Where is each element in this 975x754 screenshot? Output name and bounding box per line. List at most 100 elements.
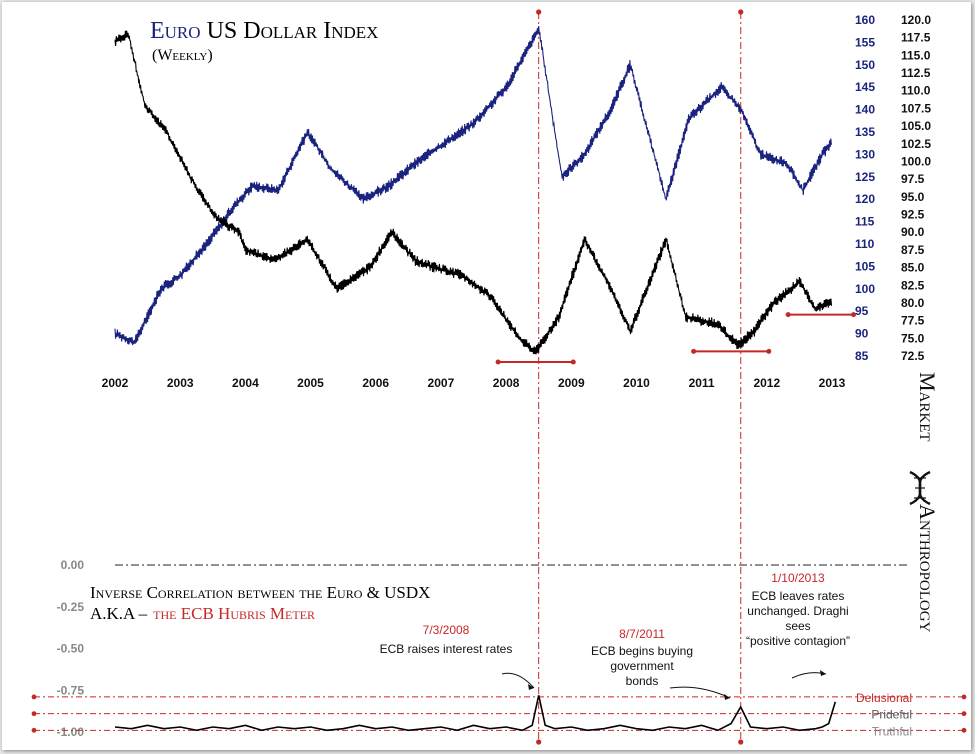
series-line-usdx xyxy=(114,30,833,355)
x-axis-tick-label: 2006 xyxy=(362,376,389,390)
reference-line-label: Truthful xyxy=(872,724,912,738)
left-axis-tick-label: 90 xyxy=(855,327,869,341)
chart-title: Euro US Dollar Index xyxy=(150,18,378,44)
x-axis-tick-label: 2007 xyxy=(428,376,455,390)
reference-line-label: Prideful xyxy=(871,708,912,722)
annotation-text: unchanged. Draghi xyxy=(747,604,848,618)
right-axis-ticks: 72.5 75.0 77.5 80.0 82.5 85.0 87.5 90.0 92.5 95.0… xyxy=(901,13,931,363)
event-marker-dot-top xyxy=(536,9,542,15)
left-axis-tick-label: 145 xyxy=(855,80,875,94)
lower-y-tick-label: -0.50 xyxy=(57,642,85,656)
lower-y-tick-label: -0.75 xyxy=(57,683,85,697)
x-axis-tick-label: 2012 xyxy=(753,376,780,390)
left-axis-tick-label: 150 xyxy=(855,58,875,72)
left-axis-tick-label: 155 xyxy=(855,35,875,49)
left-axis-tick-label: 160 xyxy=(855,13,875,27)
x-axis-tick-label: 2009 xyxy=(558,376,585,390)
upper-chart: Euro US Dollar Index (Weekly) 85 90 95 100 10… xyxy=(102,9,931,745)
left-axis-tick-label: 100 xyxy=(855,282,875,296)
reference-line-label: Delusional xyxy=(856,691,912,705)
brand-part2: Anthropology xyxy=(915,504,940,633)
support-line-dot xyxy=(851,312,857,318)
right-axis-tick-label: 105.0 xyxy=(901,119,931,133)
right-axis-tick-label: 92.5 xyxy=(901,208,925,222)
correlation-line xyxy=(114,695,837,732)
right-axis-tick-label: 97.5 xyxy=(901,172,925,186)
left-axis-tick-label: 85 xyxy=(855,349,869,363)
support-line-dot xyxy=(570,359,576,365)
lower-chart: Inverse Correlation between the Euro & U… xyxy=(31,558,967,739)
left-axis-ticks: 85 90 95 100 105 110 115 120 125 130 135 140 145 150 1… xyxy=(855,13,875,363)
event-lines xyxy=(536,9,744,745)
reference-line-dot-right xyxy=(961,711,967,717)
right-axis-tick-label: 117.5 xyxy=(901,31,931,45)
right-axis-tick-label: 87.5 xyxy=(901,243,925,257)
reference-lines: Delusional Prideful Truthful xyxy=(31,691,967,738)
x-axis-tick-label: 2010 xyxy=(623,376,650,390)
annotation-date: 7/3/2008 xyxy=(423,623,470,637)
right-axis-tick-label: 77.5 xyxy=(901,314,925,328)
right-axis-tick-label: 120.0 xyxy=(901,13,931,27)
annotation-text: “positive contagion” xyxy=(746,634,850,648)
lower-subtitle: A.K.A – the ECB Hubris Meter xyxy=(90,604,315,623)
reference-line-dot-right xyxy=(961,694,967,700)
chart-subtitle: (Weekly) xyxy=(152,47,213,64)
support-line-dot xyxy=(785,312,791,318)
lower-y-tick-label: -0.25 xyxy=(57,600,85,614)
x-axis-tick-label: 2005 xyxy=(297,376,324,390)
right-axis-tick-label: 102.5 xyxy=(901,137,931,151)
left-axis-tick-label: 140 xyxy=(855,103,875,117)
left-axis-tick-label: 125 xyxy=(855,170,875,184)
x-axis-tick-label: 2008 xyxy=(493,376,520,390)
event-marker-dot-top xyxy=(738,9,744,15)
annotation-text: ECB begins buying xyxy=(591,644,693,658)
x-axis-tick-label: 2013 xyxy=(819,376,846,390)
left-axis-tick-label: 105 xyxy=(855,259,875,273)
lower-y-axis-ticks: 0.00 -0.25 -0.50 -0.75 -1.00 xyxy=(57,558,907,739)
right-axis-tick-label: 72.5 xyxy=(901,349,925,363)
annotation-arrowhead xyxy=(820,670,826,676)
x-axis-tick-label: 2002 xyxy=(102,376,129,390)
annotation-arrow xyxy=(501,672,535,689)
x-axis-tick-label: 2011 xyxy=(689,376,715,390)
support-line-dot xyxy=(495,359,501,365)
annotation-text: sees xyxy=(785,619,810,633)
right-axis-tick-label: 95.0 xyxy=(901,190,925,204)
right-axis-tick-label: 85.0 xyxy=(901,261,925,275)
lower-subtitle-prefix: A.K.A – xyxy=(90,604,148,623)
left-axis-tick-label: 95 xyxy=(855,304,869,318)
x-axis-tick-label: 2004 xyxy=(232,376,259,390)
right-axis-tick-label: 115.0 xyxy=(901,48,931,62)
lower-title: Inverse Correlation between the Euro & U… xyxy=(90,583,430,602)
lower-y-tick-label: -1.00 xyxy=(57,725,85,739)
title-euro: Euro xyxy=(150,18,201,44)
series-layer xyxy=(114,26,833,355)
annotation-text: government xyxy=(610,659,674,673)
lower-series-layer xyxy=(114,695,837,732)
brand-logo: Market Anthropology xyxy=(915,372,940,633)
brand-part1: Market xyxy=(915,372,940,442)
left-axis-tick-label: 110 xyxy=(855,237,875,251)
right-axis-tick-label: 112.5 xyxy=(901,66,931,80)
support-line-dot xyxy=(766,348,772,354)
annotations: 7/3/2008 ECB raises interest rates 8/7/201… xyxy=(380,571,850,700)
reference-line-dot-left xyxy=(31,711,37,717)
x-axis-tick-label: 2003 xyxy=(167,376,194,390)
reference-line-dot-left xyxy=(31,694,37,700)
annotation-arrowhead xyxy=(528,684,534,690)
x-axis-ticks: 2002 2003 2004 2005 2006 2007 2008 2009 2010 2011… xyxy=(102,376,846,390)
left-axis-tick-label: 130 xyxy=(855,147,875,161)
annotation-arrow xyxy=(669,686,731,699)
right-axis-tick-label: 90.0 xyxy=(901,225,925,239)
lower-y-tick-label: 0.00 xyxy=(61,558,85,572)
title-rest: US Dollar Index xyxy=(207,18,379,44)
left-axis-tick-label: 115 xyxy=(855,215,875,229)
series-line-eurusd xyxy=(114,26,832,346)
reference-line-dot-left xyxy=(31,727,37,733)
annotation-text: bonds xyxy=(626,674,659,688)
event-marker-dot-bottom xyxy=(738,739,744,745)
lower-subtitle-highlight: the ECB Hubris Meter xyxy=(153,604,315,623)
annotation-date: 1/10/2013 xyxy=(771,571,825,585)
right-axis-tick-label: 75.0 xyxy=(901,331,925,345)
